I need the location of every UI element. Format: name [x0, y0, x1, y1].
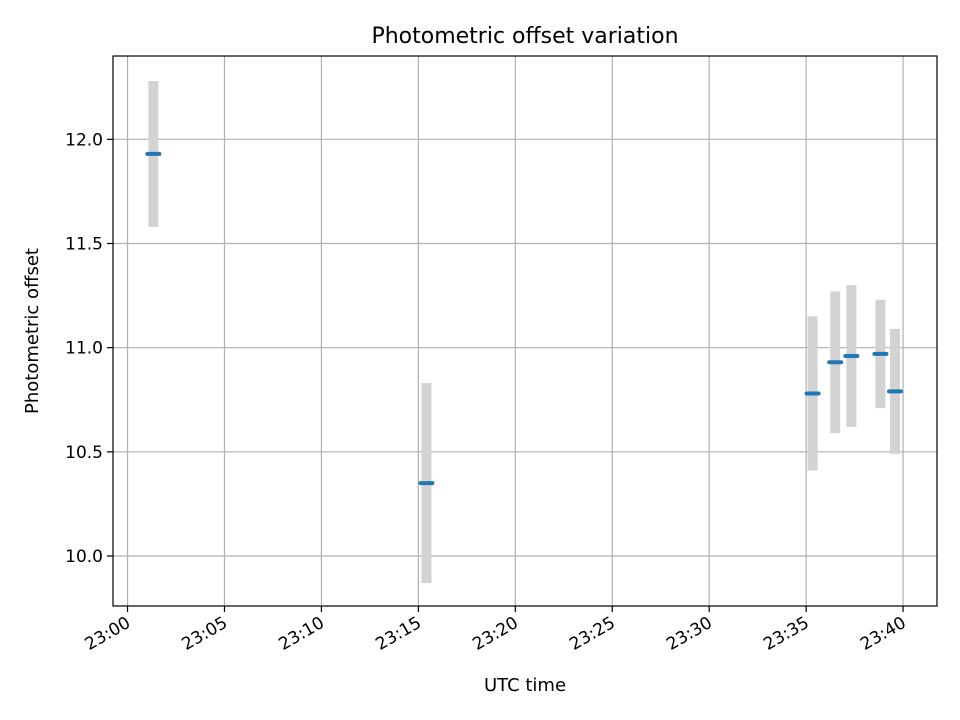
x-tick-label: 23:20: [469, 613, 521, 655]
x-tick-label: 23:25: [566, 613, 618, 655]
chart-title: Photometric offset variation: [371, 24, 678, 49]
y-axis-title: Photometric offset: [22, 248, 43, 414]
grid: [113, 56, 937, 606]
x-tick-label: 23:35: [760, 613, 812, 655]
y-tick-label: 11.0: [65, 339, 103, 359]
x-tick-label: 23:30: [663, 613, 715, 655]
y-tick-label: 10.5: [65, 443, 103, 463]
x-axis: 23:00 23:05 23:10 23:15 23:20 23:25 23:30 23:35…: [82, 606, 910, 655]
x-axis-title: UTC time: [484, 675, 566, 696]
x-tick-label: 23:00: [82, 613, 134, 655]
y-tick-label: 12.0: [65, 130, 103, 150]
y-axis: 10.0 10.5 11.0 11.5 12.0: [65, 130, 113, 567]
x-tick-label: 23:10: [275, 613, 327, 655]
y-tick-label: 10.0: [65, 547, 103, 567]
error-bars: [148, 81, 900, 584]
y-tick-label: 11.5: [65, 235, 103, 255]
x-tick-label: 23:40: [857, 613, 909, 655]
plot-frame: [112, 55, 938, 607]
data-points: [145, 151, 903, 486]
x-tick-label: 23:15: [372, 613, 424, 655]
x-tick-label: 23:05: [179, 613, 231, 655]
